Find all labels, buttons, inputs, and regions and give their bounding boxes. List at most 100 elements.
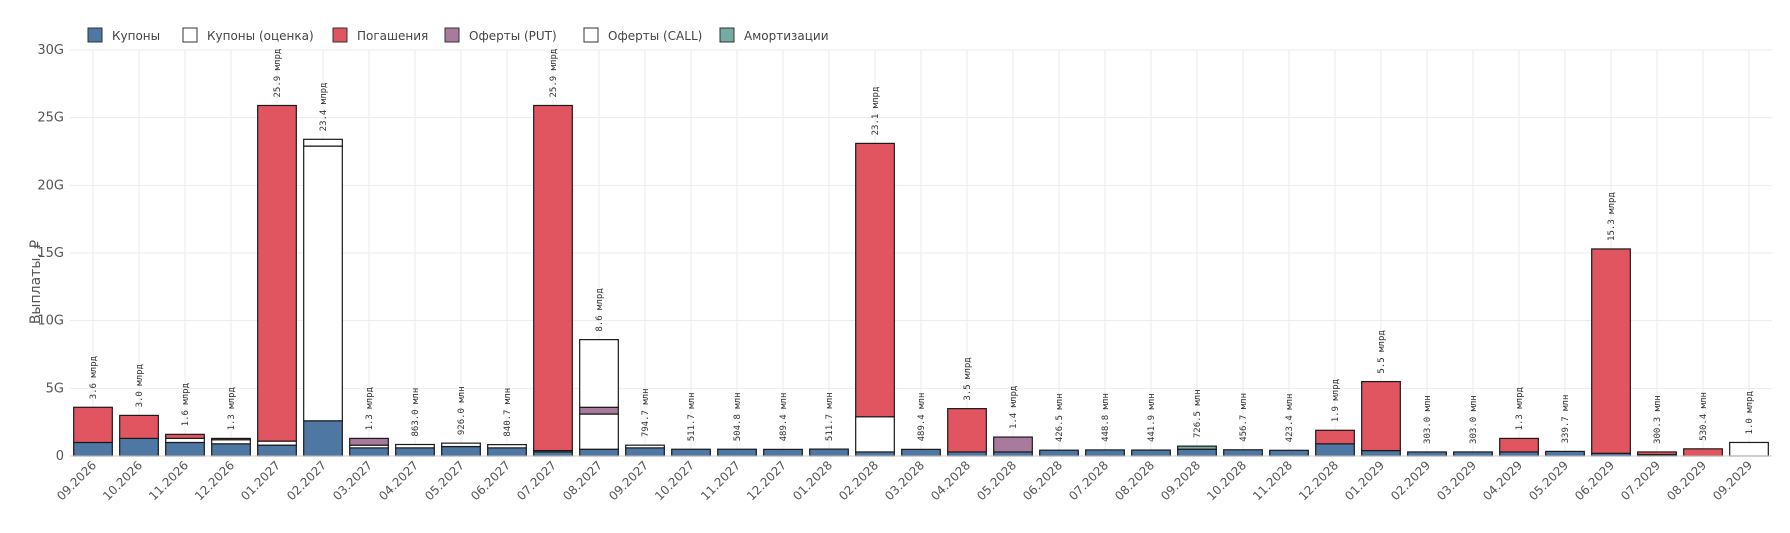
x-tick-label: 12.2026 <box>192 458 237 503</box>
bar-total-label: 863.0 млн <box>411 388 421 437</box>
legend-item[interactable]: Купоны (оценка) <box>182 27 314 43</box>
bar-segment-Купоны[interactable] <box>441 445 481 457</box>
legend-item[interactable]: Оферты (CALL) <box>583 27 702 43</box>
bar-segment-Погашения[interactable] <box>947 408 987 453</box>
bar-segment-Купоны[interactable] <box>1131 449 1171 457</box>
bar-segment-Купоны-(оценка)[interactable] <box>303 145 343 422</box>
bar-segment-Купоны-(оценка)[interactable] <box>441 442 481 448</box>
bar-segment-Купоны[interactable] <box>1177 448 1217 457</box>
bars <box>73 104 1769 457</box>
bar-segment-Купоны[interactable] <box>579 448 619 457</box>
bar-segment-Погашения[interactable] <box>1361 380 1401 452</box>
bar-segment-Купоны[interactable] <box>303 420 343 457</box>
bar-segment-Купоны-(оценка)[interactable] <box>395 443 435 449</box>
bar-segment-Погашения[interactable] <box>119 414 159 440</box>
bar-total-label: 426.5 млн <box>1055 393 1065 442</box>
bar-segment-Купоны-(оценка)[interactable] <box>1729 441 1769 457</box>
bar-segment-Купоны[interactable] <box>257 444 297 457</box>
bar-segment-Купоны[interactable] <box>855 451 895 457</box>
bar-total-label: 489.4 млн <box>779 393 789 442</box>
bar-total-label: 1.3 млрд <box>365 387 375 430</box>
bar-segment-Купоны[interactable] <box>1407 451 1447 457</box>
bar-segment-Оферты-(PUT)[interactable] <box>993 436 1033 453</box>
y-tick-label: 20G <box>37 178 64 193</box>
bar-segment-Купоны-(оценка)[interactable] <box>165 437 205 444</box>
bar-total-label: 1.3 млрд <box>1515 387 1525 430</box>
bar-total-label: 456.7 млн <box>1239 393 1249 442</box>
bar-segment-Купоны[interactable] <box>717 448 757 457</box>
bar-segment-Купоны-(оценка)[interactable] <box>487 444 527 449</box>
bar-total-label: 1.6 млрд <box>181 383 191 426</box>
bar-segment-Купоны[interactable] <box>1039 449 1079 457</box>
bar-segment-Оферты-(PUT)[interactable] <box>579 406 619 415</box>
bar-segment-Купоны[interactable] <box>809 448 849 457</box>
legend-item[interactable]: Амортизации <box>719 27 829 43</box>
bar-segment-Погашения[interactable] <box>855 142 895 418</box>
bar-segment-Купоны-(оценка)[interactable] <box>855 416 895 453</box>
bar-segment-Оферты-(PUT)[interactable] <box>349 437 389 446</box>
x-tick-label: 08.2027 <box>560 458 605 503</box>
bar-segment-Купоны[interactable] <box>901 448 941 457</box>
bar-segment-Купоны[interactable] <box>165 441 205 457</box>
bar-segment-Погашения[interactable] <box>211 437 251 441</box>
y-tick-label: 30G <box>37 43 64 58</box>
legend-item[interactable]: Купоны <box>87 27 160 43</box>
bar-segment-Погашения[interactable] <box>1499 437 1539 453</box>
x-tick-label: 03.2029 <box>1434 458 1479 503</box>
legend-item[interactable]: Погашения <box>332 27 428 43</box>
legend-item[interactable]: Оферты (PUT) <box>444 27 557 43</box>
bar-segment-Купоны[interactable] <box>1499 451 1539 457</box>
bar-total-label: 300.3 млн <box>1653 395 1663 444</box>
bar-segment-Купоны[interactable] <box>671 448 711 457</box>
bar-segment-Купоны[interactable] <box>119 437 159 457</box>
legend[interactable]: Купоны Купоны (оценка) Погашения Оферты (PU… <box>87 27 829 43</box>
bar-segment-Купоны-(оценка)[interactable] <box>257 440 297 446</box>
bar-segment-Купоны[interactable] <box>73 441 113 457</box>
bar-segment-Погашения[interactable] <box>533 104 573 452</box>
bar-segment-Купоны[interactable] <box>533 451 573 457</box>
x-tick-label: 06.2028 <box>1020 458 1065 503</box>
legend-label: Погашения <box>357 29 428 43</box>
bar-segment-Купоны[interactable] <box>1453 451 1493 457</box>
bar-segment-Купоны[interactable] <box>947 451 987 457</box>
bar-segment-Купоны[interactable] <box>211 443 251 457</box>
y-tick-label: 25G <box>37 111 64 126</box>
x-tick-label: 06.2027 <box>468 458 513 503</box>
bar-segment-Купоны[interactable] <box>395 447 435 457</box>
bar-total-label: 423.4 млн <box>1285 394 1295 443</box>
x-tick-label: 02.2028 <box>836 458 881 503</box>
y-tick-label: 15G <box>37 246 64 261</box>
bar-segment-Погашения[interactable] <box>1591 248 1631 454</box>
bar-segment-Купоны[interactable] <box>1315 443 1355 457</box>
x-tick-label: 07.2027 <box>514 458 559 503</box>
bar-segment-Амортизации[interactable] <box>1177 445 1217 450</box>
legend-swatch <box>182 27 198 43</box>
bar-segment-Оферты-(CALL)[interactable] <box>303 138 343 147</box>
bar-segment-Купоны[interactable] <box>763 448 803 457</box>
legend-label: Купоны <box>112 29 160 43</box>
bar-segment-Купоны[interactable] <box>625 447 665 457</box>
bar-segment-Погашения[interactable] <box>1637 451 1677 456</box>
bar-segment-Купоны[interactable] <box>1361 449 1401 457</box>
bar-segment-Купоны[interactable] <box>1545 450 1585 457</box>
x-tick-label: 09.2027 <box>606 458 651 503</box>
bar-segment-Купоны-(оценка)[interactable] <box>625 444 665 449</box>
bar-segment-Погашения[interactable] <box>1683 448 1723 457</box>
bar-total-label: 23.4 млрд <box>319 83 329 132</box>
bar-segment-Купоны[interactable] <box>1085 449 1125 457</box>
bar-segment-Купоны[interactable] <box>487 447 527 457</box>
x-tick-label: 10.2027 <box>652 458 697 503</box>
bar-segment-Погашения[interactable] <box>165 433 205 440</box>
bar-segment-Погашения[interactable] <box>1315 429 1355 445</box>
bar-segment-Купоны-(оценка)[interactable] <box>211 439 251 445</box>
bar-segment-Оферты-(CALL)[interactable] <box>579 339 619 408</box>
bar-segment-Купоны-(оценка)[interactable] <box>579 413 619 450</box>
bar-segment-Купоны[interactable] <box>1269 449 1309 457</box>
bar-segment-Купоны[interactable] <box>1223 449 1263 457</box>
bar-segment-Купоны[interactable] <box>349 447 389 457</box>
bar-segment-Погашения[interactable] <box>73 406 113 444</box>
bar-segment-Погашения[interactable] <box>257 104 297 442</box>
bar-segment-Купоны[interactable] <box>993 451 1033 457</box>
bar-total-label: 1.3 млрд <box>227 387 237 430</box>
